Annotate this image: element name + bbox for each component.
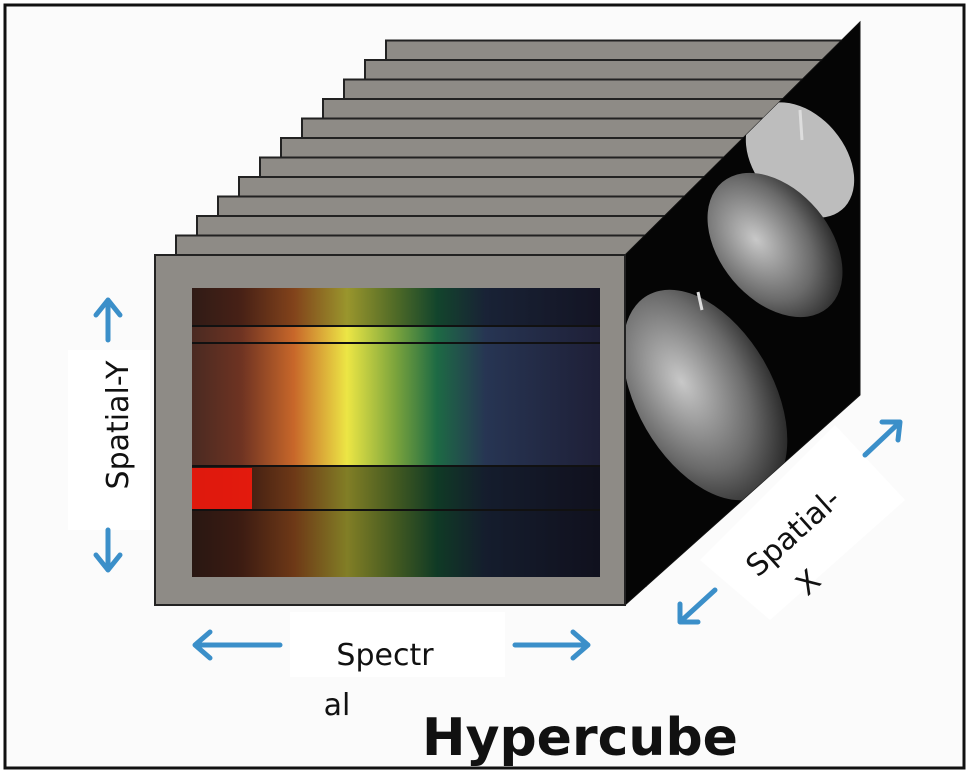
spatial-y-label: Spatial-Y <box>101 360 136 490</box>
hypercube-diagram: Spatial-Y Spatial- X Spectr al Hypercube <box>0 0 969 773</box>
red-spot <box>192 468 252 510</box>
title: Hypercube <box>422 708 738 768</box>
spectral-label: al <box>324 688 351 723</box>
spectrum-band <box>192 466 600 577</box>
spectral-label: Spectr <box>336 638 434 673</box>
spectrum-band <box>192 288 600 326</box>
